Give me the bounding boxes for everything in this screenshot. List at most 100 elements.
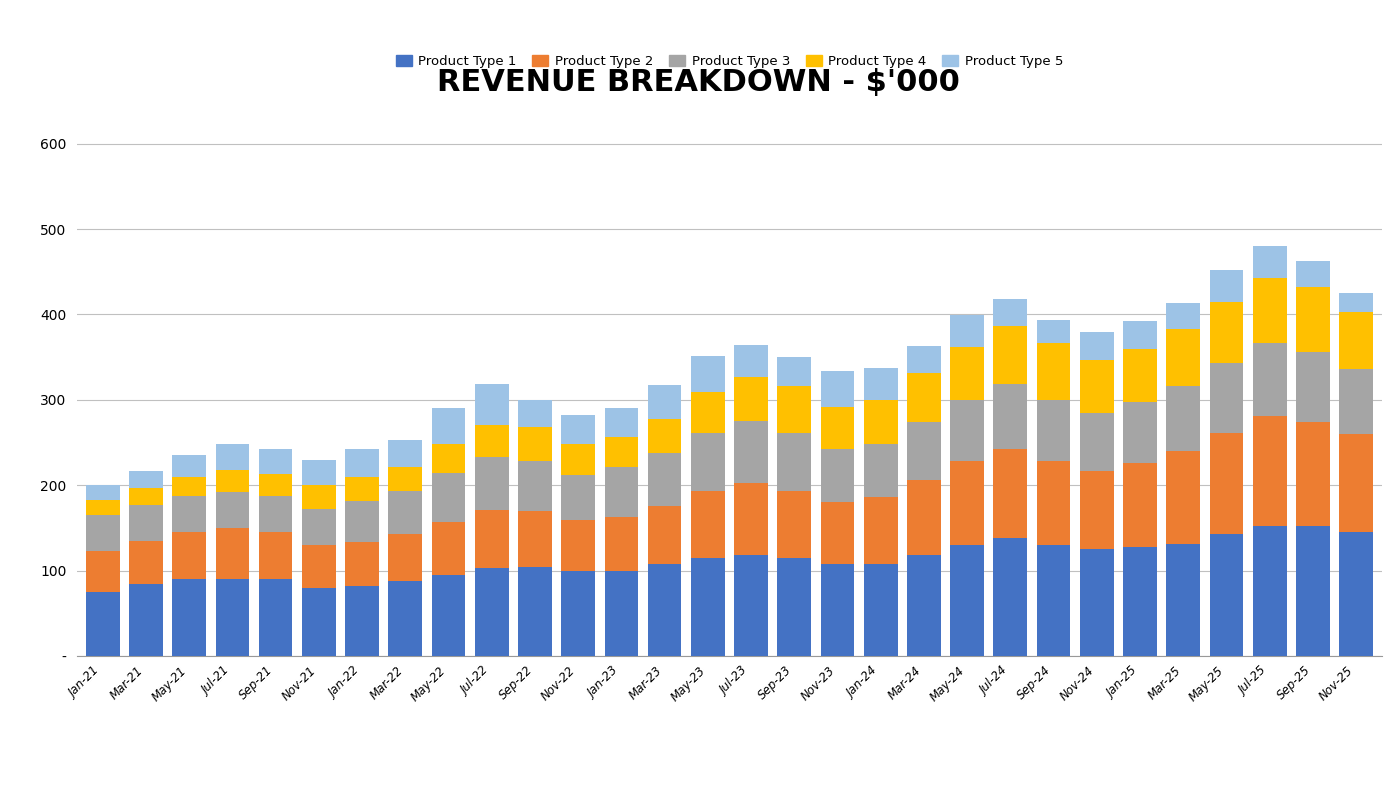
Bar	[475, 568, 508, 656]
Bar	[1339, 532, 1372, 656]
Bar	[172, 532, 207, 579]
Bar	[518, 461, 551, 511]
Bar	[388, 534, 422, 581]
Bar	[604, 571, 638, 656]
Bar	[345, 450, 378, 477]
Bar	[87, 551, 120, 592]
Bar	[1339, 434, 1372, 532]
Bar	[302, 588, 335, 656]
Bar	[821, 371, 854, 407]
Bar	[258, 497, 292, 532]
Bar	[1252, 277, 1287, 343]
Bar	[172, 579, 207, 656]
Text: REVENUE BREAKDOWN - $'000: REVENUE BREAKDOWN - $'000	[437, 68, 959, 97]
Bar	[258, 449, 292, 474]
Bar	[1295, 352, 1330, 422]
Bar	[215, 579, 250, 656]
Bar	[561, 475, 595, 520]
Bar	[864, 498, 898, 564]
Bar	[821, 407, 854, 450]
Bar	[1081, 360, 1114, 413]
Bar	[1209, 302, 1244, 363]
Bar	[518, 428, 551, 461]
Bar	[1209, 270, 1244, 302]
Bar	[951, 461, 984, 545]
Bar	[604, 408, 638, 437]
Bar	[1124, 321, 1157, 349]
Bar	[778, 357, 811, 386]
Bar	[128, 488, 163, 505]
Bar	[258, 474, 292, 497]
Bar	[821, 502, 854, 564]
Bar	[604, 517, 638, 571]
Bar	[431, 444, 465, 472]
Bar	[734, 345, 768, 376]
Bar	[345, 477, 378, 501]
Bar	[172, 497, 207, 532]
Bar	[1167, 543, 1201, 656]
Bar	[475, 424, 508, 457]
Bar	[475, 384, 508, 424]
Bar	[87, 516, 120, 551]
Bar	[215, 492, 250, 528]
Bar	[1124, 402, 1157, 463]
Bar	[87, 592, 120, 656]
Bar	[778, 491, 811, 558]
Bar	[907, 480, 941, 556]
Bar	[388, 581, 422, 656]
Bar	[1081, 549, 1114, 656]
Bar	[778, 558, 811, 656]
Bar	[388, 440, 422, 468]
Bar	[1167, 386, 1201, 451]
Bar	[864, 564, 898, 656]
Bar	[1037, 400, 1071, 461]
Bar	[561, 520, 595, 571]
Bar	[907, 346, 941, 373]
Bar	[172, 455, 207, 477]
Bar	[648, 506, 681, 564]
Bar	[691, 491, 725, 558]
Bar	[821, 450, 854, 502]
Bar	[388, 491, 422, 534]
Bar	[994, 449, 1027, 538]
Bar	[1081, 413, 1114, 471]
Bar	[302, 545, 335, 588]
Bar	[1167, 329, 1201, 386]
Bar	[864, 400, 898, 444]
Bar	[1295, 287, 1330, 352]
Bar	[1339, 312, 1372, 369]
Bar	[994, 384, 1027, 449]
Bar	[475, 457, 508, 510]
Bar	[864, 369, 898, 400]
Bar	[128, 584, 163, 656]
Bar	[302, 460, 335, 486]
Bar	[691, 392, 725, 433]
Bar	[951, 347, 984, 400]
Bar	[345, 542, 378, 586]
Bar	[215, 528, 250, 579]
Bar	[345, 586, 378, 656]
Bar	[1295, 527, 1330, 656]
Bar	[431, 575, 465, 656]
Bar	[431, 409, 465, 444]
Bar	[128, 541, 163, 584]
Bar	[1209, 433, 1244, 534]
Bar	[907, 373, 941, 422]
Bar	[1037, 545, 1071, 656]
Bar	[475, 510, 508, 568]
Bar	[561, 415, 595, 444]
Bar	[87, 500, 120, 516]
Bar	[1124, 349, 1157, 402]
Bar	[951, 545, 984, 656]
Bar	[1081, 471, 1114, 549]
Bar	[994, 326, 1027, 384]
Bar	[561, 571, 595, 656]
Bar	[561, 444, 595, 475]
Bar	[431, 522, 465, 575]
Bar	[1037, 343, 1071, 400]
Bar	[734, 483, 768, 556]
Bar	[648, 419, 681, 453]
Bar	[1037, 320, 1071, 343]
Bar	[604, 437, 638, 468]
Bar	[258, 579, 292, 656]
